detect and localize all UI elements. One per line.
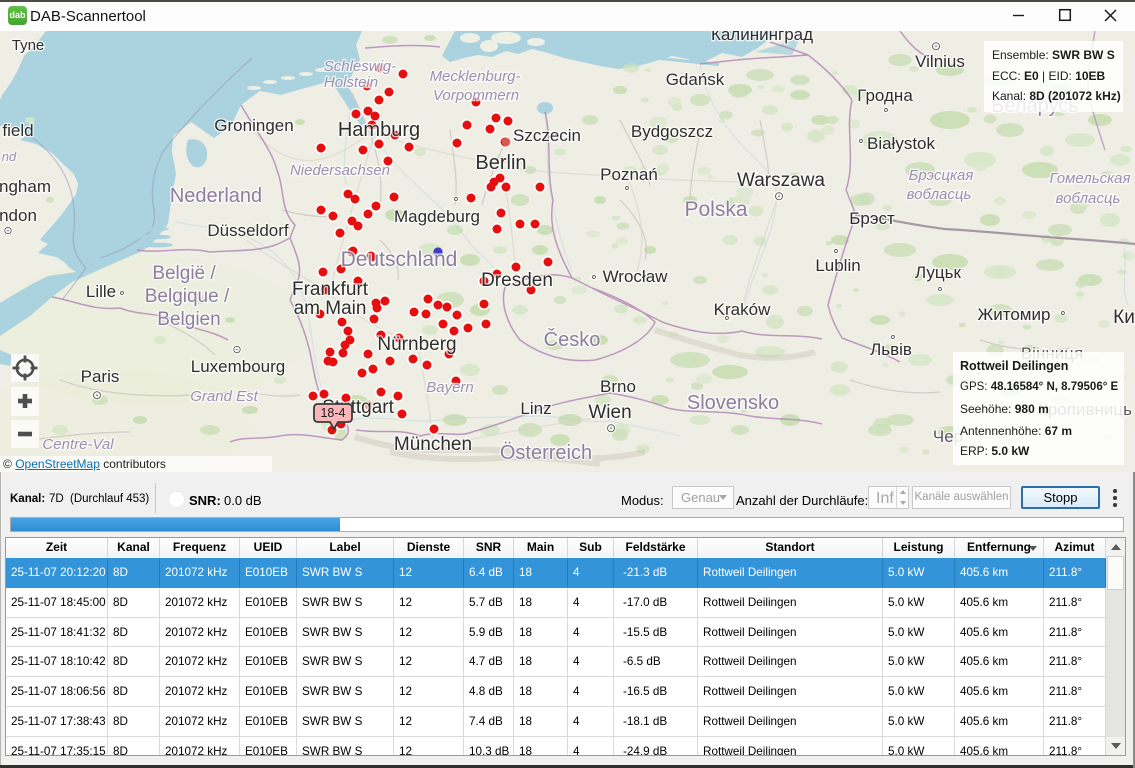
svg-text:Tyne: Tyne — [12, 37, 45, 54]
svg-text:Lublin: Lublin — [815, 256, 860, 275]
svg-text:field: field — [2, 121, 33, 140]
svg-text:∘: ∘ — [889, 329, 897, 344]
svg-text:Warszawa: Warszawa — [737, 170, 825, 191]
svg-text:Брэст: Брэст — [849, 209, 895, 228]
svg-text:∘: ∘ — [452, 191, 460, 206]
svg-text:∘: ∘ — [1059, 305, 1067, 320]
svg-text:Луцьк: Луцьк — [915, 263, 961, 282]
svg-text:Frankfurt: Frankfurt — [292, 279, 369, 300]
svg-text:Hamburg: Hamburg — [338, 119, 420, 141]
svg-text:⊙: ⊙ — [3, 225, 12, 237]
svg-text:⊙: ⊙ — [931, 39, 941, 53]
svg-text:Holstein: Holstein — [324, 74, 378, 91]
svg-text:Ки: Ки — [1113, 307, 1135, 328]
svg-text:⊙: ⊙ — [606, 421, 616, 435]
svg-text:∘: ∘ — [118, 285, 126, 300]
svg-text:Mecklenburg-: Mecklenburg- — [430, 68, 521, 85]
svg-text:Vilnius: Vilnius — [915, 52, 965, 71]
svg-text:Bayern: Bayern — [426, 379, 474, 396]
svg-text:Kraków: Kraków — [714, 300, 771, 319]
svg-text:Paris: Paris — [81, 367, 120, 386]
svg-text:Deutschland: Deutschland — [341, 248, 458, 271]
svg-text:∘: ∘ — [832, 243, 840, 258]
svg-text:∘: ∘ — [936, 281, 944, 296]
svg-text:Białystok: Białystok — [867, 134, 936, 153]
svg-text:Slovensko: Slovensko — [687, 392, 779, 414]
svg-text:Česko: Česko — [544, 328, 601, 351]
svg-text:Brno: Brno — [600, 377, 636, 396]
svg-text:Linz: Linz — [520, 399, 551, 418]
svg-text:∘: ∘ — [623, 180, 631, 195]
svg-text:Berlin: Berlin — [475, 152, 526, 174]
svg-text:Grand Est: Grand Est — [190, 388, 258, 405]
svg-text:Schleswig-: Schleswig- — [324, 58, 397, 75]
svg-text:Magdeburg: Magdeburg — [394, 207, 480, 226]
svg-text:am Main: am Main — [294, 298, 367, 319]
svg-text:вобласць: вобласць — [907, 186, 972, 203]
svg-text:∘: ∘ — [723, 310, 731, 325]
svg-text:München: München — [394, 434, 472, 455]
svg-text:Гродна: Гродна — [857, 86, 913, 105]
svg-text:Poznań: Poznań — [600, 165, 658, 184]
svg-text:⊙: ⊙ — [92, 388, 102, 402]
svg-text:⊙: ⊙ — [232, 344, 241, 356]
svg-text:Groningen: Groningen — [214, 116, 293, 135]
svg-text:Polska: Polska — [684, 198, 747, 221]
svg-text:∘: ∘ — [882, 102, 890, 117]
svg-text:ngham: ngham — [0, 177, 51, 196]
svg-text:Gdańsk: Gdańsk — [666, 70, 725, 89]
svg-text:Lille: Lille — [86, 282, 116, 301]
svg-text:Dresden: Dresden — [481, 270, 553, 291]
svg-text:Centre-Val: Centre-Val — [42, 436, 114, 453]
svg-text:Belgique /: Belgique / — [145, 286, 230, 307]
svg-text:Nürnberg: Nürnberg — [377, 334, 456, 355]
svg-text:Житомир: Житомир — [978, 305, 1051, 324]
svg-text:Калининград: Калининград — [711, 31, 813, 44]
svg-text:∘: ∘ — [857, 133, 865, 148]
svg-text:Szczecin: Szczecin — [513, 126, 581, 145]
svg-text:ndon: ndon — [0, 206, 37, 225]
svg-text:Wrocław: Wrocław — [603, 267, 669, 286]
svg-text:Luxembourg: Luxembourg — [191, 357, 286, 376]
svg-text:Bydgoszcz: Bydgoszcz — [631, 122, 713, 141]
svg-text:18-4: 18-4 — [320, 406, 345, 420]
svg-text:Nederland: Nederland — [170, 185, 262, 207]
svg-text:Брэсцкая: Брэсцкая — [909, 167, 974, 184]
svg-text:nd: nd — [2, 149, 17, 164]
svg-text:∘: ∘ — [590, 269, 598, 284]
svg-text:Wien: Wien — [588, 402, 631, 423]
svg-text:Düsseldorf: Düsseldorf — [207, 221, 289, 240]
svg-text:Österreich: Österreich — [500, 442, 592, 464]
svg-text:⊙: ⊙ — [774, 189, 784, 203]
svg-text:Vorpommern: Vorpommern — [433, 87, 519, 104]
svg-text:Львів: Львів — [870, 340, 912, 359]
svg-text:België /: België / — [152, 263, 216, 284]
svg-text:Niedersachsen: Niedersachsen — [290, 162, 390, 179]
svg-text:Belgien: Belgien — [157, 309, 220, 330]
svg-text:вобласць: вобласць — [1056, 190, 1121, 207]
svg-text:Гомельская: Гомельская — [1049, 170, 1130, 187]
